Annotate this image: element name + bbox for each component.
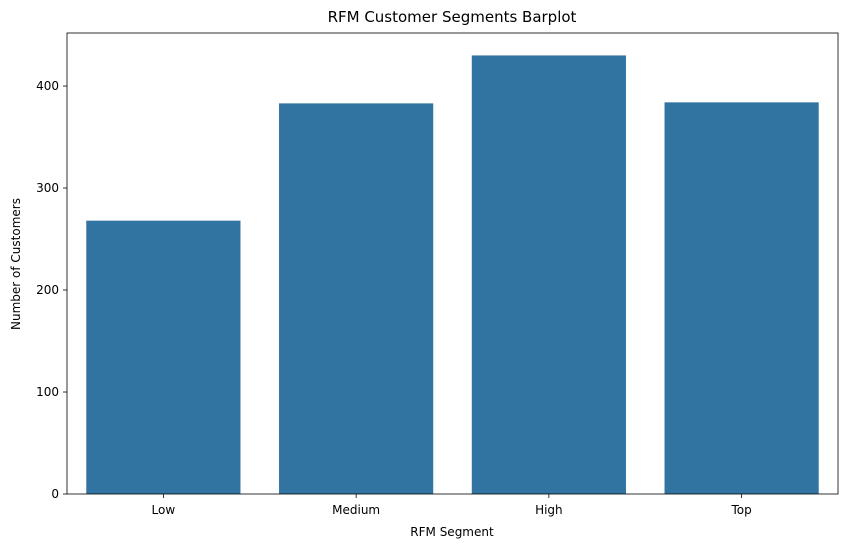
y-tick-label: 200 bbox=[36, 283, 59, 297]
y-tick-label: 100 bbox=[36, 385, 59, 399]
plot-frame bbox=[66, 32, 839, 495]
x-tick-label: Top bbox=[731, 503, 752, 517]
y-tick-label: 400 bbox=[36, 79, 59, 93]
x-axis-label: RFM Segment bbox=[410, 525, 494, 539]
x-axis-ticks: Low Medium High Top bbox=[152, 494, 752, 517]
x-tick-label: Medium bbox=[332, 503, 380, 517]
bar-low bbox=[86, 220, 241, 495]
bars-layer bbox=[86, 55, 819, 495]
y-tick-label: 0 bbox=[51, 487, 59, 501]
x-tick-label: Low bbox=[152, 503, 176, 517]
y-axis-label: Number of Customers bbox=[9, 198, 23, 330]
chart-title: RFM Customer Segments Barplot bbox=[328, 8, 577, 26]
bar-medium bbox=[279, 103, 434, 494]
x-tick-label: High bbox=[535, 503, 563, 517]
y-tick-label: 300 bbox=[36, 181, 59, 195]
bar-high bbox=[471, 55, 626, 495]
bar-top bbox=[664, 102, 819, 495]
y-axis-ticks: 0 100 200 300 400 bbox=[36, 79, 67, 501]
